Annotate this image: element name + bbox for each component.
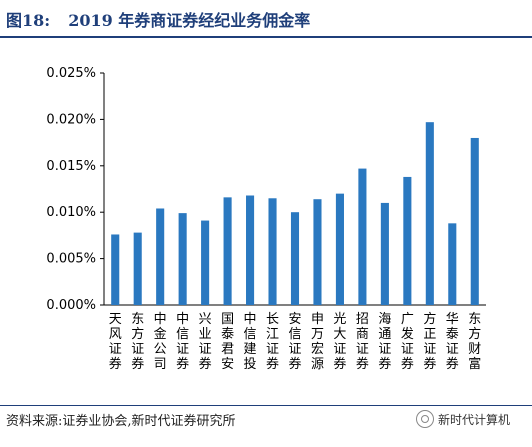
source-note: 资料来源:证券业协会,新时代证券研究所 [6,414,236,429]
x-tick-label: 东方财富 [468,312,481,372]
watermark-text: 新时代计算机 [438,412,511,427]
y-tick-label: 0.010% [46,205,96,220]
y-tick-label: 0.020% [46,112,96,127]
bar [380,202,389,305]
bar-chart: 0.000% 0.005% 0.010% 0.015% 0.020% 0.025% 天风证… [46,66,486,372]
x-tick-label: 光大证券 [333,312,346,372]
y-tick-label: 0.015% [46,159,96,174]
x-tick-label: 中信证券 [176,312,189,372]
x-tick-label: 华泰证券 [446,312,459,372]
x-tick-label: 招商证券 [356,312,369,372]
figure-header: 图18: 2019 年券商证券经纪业务佣金率 [6,6,526,32]
header-rule [0,36,532,38]
x-tick-label: 海通证券 [378,312,391,372]
x-tick-label: 天风证券 [109,312,122,372]
y-axis: 0.000% 0.005% 0.010% 0.015% 0.020% 0.025% [46,66,486,313]
y-tick-label: 0.025% [46,66,96,81]
x-tick-label: 广发证券 [401,312,414,372]
x-tick-label: 兴业证券 [199,312,212,372]
y-tick-label: 0.000% [46,298,96,313]
bar [290,212,300,305]
bar [156,208,165,305]
bar [223,197,232,305]
wechat-logo-icon [416,410,434,428]
x-tick-label: 中金公司 [154,312,167,372]
bar [111,234,120,305]
bar [133,232,142,305]
bar-series [111,122,479,306]
x-tick-label: 东方证券 [131,312,144,372]
bar [246,195,255,305]
bar [335,193,344,305]
x-tick-label: 安信证券 [288,312,301,372]
bar [470,137,479,305]
x-tick-label: 长江证券 [266,312,279,372]
bar [448,223,457,305]
bar [201,220,210,305]
bar [313,199,322,305]
watermark: 新时代计算机 [416,410,510,428]
footer-rule [0,405,532,406]
bar [403,176,412,305]
bar [358,168,367,305]
x-tick-label: 申万宏源 [311,312,324,372]
x-tick-label: 方正证券 [423,311,436,372]
bar [178,213,187,305]
y-tick-label: 0.005% [46,252,96,267]
x-axis-labels: 天风证券东方证券中金公司中信证券兴业证券国泰君安中信建投长江证券安信证券申万宏源… [109,311,482,372]
bar [425,122,434,306]
figure-title: 2019 年券商证券经纪业务佣金率 [68,11,311,30]
x-tick-label: 国泰君安 [221,312,234,372]
figure-label: 图18: [6,11,51,30]
x-tick-label: 中信建投 [244,312,257,372]
bar [268,198,277,305]
